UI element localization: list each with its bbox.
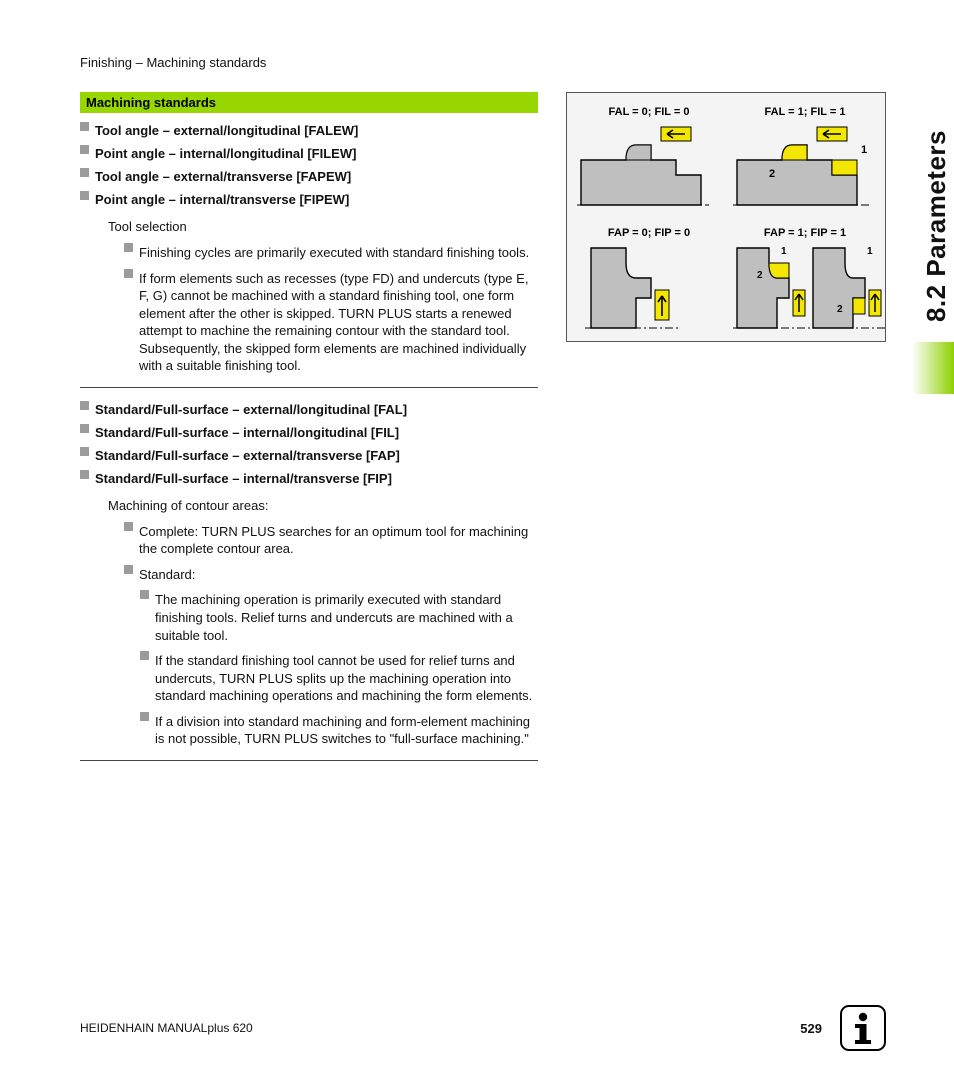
section-heading: Machining standards — [80, 92, 538, 113]
sub-item: Finishing cycles are primarily executed … — [124, 240, 538, 266]
page: Finishing – Machining standards 8.2 Para… — [0, 0, 954, 1091]
side-thumb-tab — [912, 342, 954, 394]
sub-item: Standard: — [124, 562, 538, 588]
sub-item-text: Finishing cycles are primarily executed … — [139, 244, 529, 262]
sub-item: If form elements such as recesses (type … — [124, 266, 538, 379]
svg-text:1: 1 — [781, 246, 787, 257]
param-item: Standard/Full-surface – external/transve… — [80, 444, 538, 467]
footer-doc-title: HEIDENHAIN MANUALplus 620 — [80, 1021, 253, 1035]
svg-text:1: 1 — [861, 144, 867, 156]
square-bullet-icon — [80, 122, 89, 131]
param-label: Standard/Full-surface – external/longitu… — [95, 402, 407, 417]
fig-label: FAL = 0; FIL = 0 — [609, 106, 690, 118]
param-item: Tool angle – external/transverse [FAPEW] — [80, 165, 538, 188]
square-bullet-icon — [80, 424, 89, 433]
fig-label: FAP = 1; FIP = 1 — [764, 227, 846, 239]
param-item: Point angle – internal/transverse [FIPEW… — [80, 188, 538, 211]
sub-item-text: If form elements such as recesses (type … — [139, 270, 538, 375]
sub-sub-item-text: If the standard finishing tool cannot be… — [155, 652, 538, 705]
param-label: Point angle – internal/longitudinal [FIL… — [95, 146, 356, 161]
param-label: Standard/Full-surface – internal/longitu… — [95, 425, 399, 440]
param-label: Tool angle – external/longitudinal [FALE… — [95, 123, 358, 138]
param-label: Standard/Full-surface – external/transve… — [95, 448, 400, 463]
text-column: Machining standards Tool angle – externa… — [80, 92, 538, 771]
sub-sub-item-text: The machining operation is primarily exe… — [155, 591, 538, 644]
square-bullet-icon — [80, 470, 89, 479]
param-item: Tool angle – external/longitudinal [FALE… — [80, 119, 538, 142]
param-item: Standard/Full-surface – internal/longitu… — [80, 421, 538, 444]
info-icon — [840, 1005, 886, 1051]
svg-text:2: 2 — [769, 168, 775, 180]
divider — [80, 387, 538, 388]
figure-svg: FAL = 0; FIL = 0 FAL = 1; FIL = 1 — [567, 93, 887, 343]
square-bullet-icon — [124, 522, 133, 531]
square-bullet-icon — [80, 168, 89, 177]
param-item: Point angle – internal/longitudinal [FIL… — [80, 142, 538, 165]
main-columns: Machining standards Tool angle – externa… — [80, 92, 886, 771]
square-bullet-icon — [124, 243, 133, 252]
square-bullet-icon — [80, 447, 89, 456]
square-bullet-icon — [124, 565, 133, 574]
divider — [80, 760, 538, 761]
square-bullet-icon — [140, 712, 149, 721]
sub-item-text: Complete: TURN PLUS searches for an opti… — [139, 523, 538, 558]
square-bullet-icon — [140, 651, 149, 660]
square-bullet-icon — [140, 590, 149, 599]
page-number: 529 — [800, 1021, 822, 1036]
sub-label: Machining of contour areas: — [108, 498, 538, 513]
sub-item: Complete: TURN PLUS searches for an opti… — [124, 519, 538, 562]
square-bullet-icon — [124, 269, 133, 278]
param-label: Point angle – internal/transverse [FIPEW… — [95, 192, 349, 207]
param-item: Standard/Full-surface – internal/transve… — [80, 467, 538, 490]
svg-text:2: 2 — [757, 270, 763, 281]
page-footer: HEIDENHAIN MANUALplus 620 529 — [80, 1005, 886, 1051]
fig-label: FAP = 0; FIP = 0 — [608, 227, 690, 239]
square-bullet-icon — [80, 401, 89, 410]
param-label: Tool angle – external/transverse [FAPEW] — [95, 169, 351, 184]
sub-sub-item-text: If a division into standard machining an… — [155, 713, 538, 748]
figure-column: FAL = 0; FIL = 0 FAL = 1; FIL = 1 — [566, 92, 886, 771]
fig-label: FAL = 1; FIL = 1 — [765, 106, 846, 118]
sub-sub-item: The machining operation is primarily exe… — [140, 587, 538, 648]
breadcrumb: Finishing – Machining standards — [80, 55, 886, 70]
square-bullet-icon — [80, 145, 89, 154]
param-item: Standard/Full-surface – external/longitu… — [80, 398, 538, 421]
svg-text:1: 1 — [867, 246, 873, 257]
svg-text:2: 2 — [837, 304, 843, 315]
sub-sub-item: If the standard finishing tool cannot be… — [140, 648, 538, 709]
square-bullet-icon — [80, 191, 89, 200]
sub-sub-item: If a division into standard machining an… — [140, 709, 538, 752]
param-label: Standard/Full-surface – internal/transve… — [95, 471, 392, 486]
side-section-title: 8.2 Parameters — [921, 130, 952, 322]
parameter-figure: FAL = 0; FIL = 0 FAL = 1; FIL = 1 — [566, 92, 886, 342]
sub-label: Tool selection — [108, 219, 538, 234]
sub-item-text: Standard: — [139, 566, 195, 584]
